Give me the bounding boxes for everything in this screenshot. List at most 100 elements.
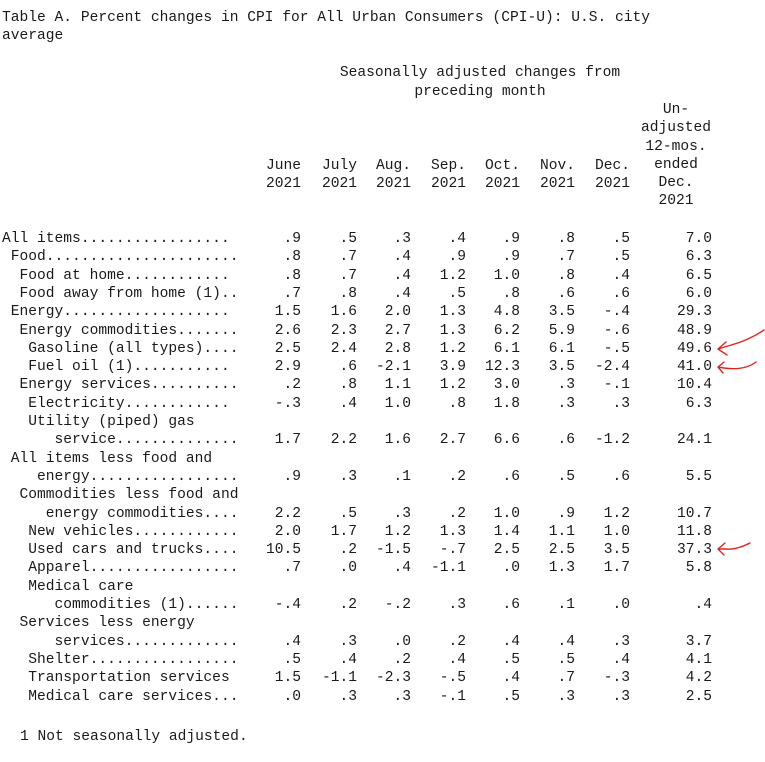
table-cell: 2.3 [330, 322, 357, 339]
table-cell: 1.6 [384, 432, 411, 449]
table-cell: 6.0 [685, 285, 712, 302]
table-cell: .7 [339, 267, 357, 284]
table-cell: .5 [612, 249, 630, 266]
row-label: Energy................... [2, 304, 230, 321]
table-cell: .7 [557, 670, 575, 687]
month-header-5: Nov. 2021 [515, 157, 575, 194]
row-label: Medical care services... [2, 688, 239, 705]
table-cell: -.7 [439, 542, 466, 559]
table-cell: 3.9 [439, 359, 466, 376]
month-header-month: July [321, 158, 357, 174]
table-cell: .5 [339, 231, 357, 247]
table-cell: -.3 [603, 670, 630, 687]
table-cell: .3 [339, 688, 357, 705]
table-cell: 1.7 [330, 523, 357, 540]
table-cell: 2.5 [548, 542, 575, 559]
table-cell: .2 [339, 597, 357, 613]
table-cell: 6.3 [685, 395, 712, 412]
table-cell: .3 [612, 633, 630, 650]
row-label: All items less food and [2, 450, 213, 467]
table-title-line-2: average [2, 28, 64, 44]
table-cell: .6 [502, 468, 520, 485]
table-cell: .9 [283, 231, 301, 247]
row-label: energy................. [2, 468, 239, 485]
table-cell: -2.1 [375, 359, 411, 376]
month-header-month: Oct. [484, 158, 520, 174]
table-cell: .1 [393, 468, 411, 485]
table-cell: -.6 [603, 322, 630, 339]
table-cell: -.5 [439, 670, 466, 687]
table-cell: .8 [339, 285, 357, 302]
table-cell: 11.8 [676, 523, 712, 540]
table-cell: .0 [502, 560, 520, 577]
row-label: service.............. [2, 432, 239, 449]
table-cell: .7 [283, 285, 301, 302]
table-cell: 3.5 [548, 359, 575, 376]
month-header-2: Aug. 2021 [351, 157, 411, 194]
row-label: Used cars and trucks.... [2, 542, 239, 559]
table-cell: 12.3 [484, 359, 520, 376]
table-cell: .2 [448, 633, 466, 650]
table-cell: 1.7 [603, 560, 630, 577]
table-cell: .3 [612, 395, 630, 412]
table-cell: 29.3 [676, 304, 712, 321]
table-cell: .5 [612, 231, 630, 247]
month-header-month: June [265, 158, 301, 174]
table-cell: 1.0 [493, 267, 520, 284]
table-cell: .5 [557, 651, 575, 668]
table-cell: -1.1 [321, 670, 357, 687]
table-cell: .3 [557, 377, 575, 394]
table-cell: .6 [557, 285, 575, 302]
table-cell: .9 [448, 249, 466, 266]
row-label: Energy services.......... [2, 377, 239, 394]
table-cell: .4 [393, 267, 411, 284]
table-cell: 1.8 [493, 395, 520, 412]
table-cell: 3.7 [685, 633, 712, 650]
table-cell: .2 [283, 377, 301, 394]
table-cell: .4 [283, 633, 301, 650]
month-header-year: 2021 [265, 176, 301, 193]
table-cell: 1.3 [439, 523, 466, 540]
table-cell: .9 [283, 468, 301, 485]
unadjusted-header-line: ended [654, 156, 698, 173]
month-header-year: 2021 [484, 176, 520, 193]
table-title-line-1: Table A. Percent changes in CPI for All … [2, 10, 651, 26]
row-label: Electricity............ [2, 395, 230, 412]
unadjusted-header-line: Un- [662, 102, 690, 118]
table-cell: .4 [694, 597, 712, 613]
table-cell: .4 [612, 651, 630, 668]
red-arrow-annotation-1 [717, 361, 757, 374]
table-cell: 37.3 [676, 542, 712, 559]
row-label: Medical care [2, 578, 134, 595]
footnote: 1 Not seasonally adjusted. [20, 729, 248, 745]
table-cell: 6.2 [493, 322, 520, 339]
table-cell: 1.2 [384, 523, 411, 540]
table-cell: .5 [502, 688, 520, 705]
row-label: energy commodities.... [2, 505, 239, 522]
table-cell: .4 [612, 267, 630, 284]
table-cell: 1.3 [439, 304, 466, 321]
table-cell: .8 [339, 377, 357, 394]
table-cell: 1.2 [439, 377, 466, 394]
table-cell: 1.7 [274, 432, 301, 449]
table-cell: -.2 [384, 597, 411, 613]
table-cell: 2.5 [274, 340, 301, 357]
table-cell: .2 [448, 468, 466, 485]
row-label: Gasoline (all types).... [2, 340, 239, 357]
table-cell: .6 [557, 432, 575, 449]
table-cell: 2.7 [439, 432, 466, 449]
row-label: Fuel oil (1)........... [2, 359, 230, 376]
table-cell: .3 [393, 231, 411, 247]
table-cell: .4 [339, 395, 357, 412]
month-header-3: Sep. 2021 [406, 157, 466, 194]
row-label: commodities (1)...... [2, 597, 239, 613]
row-label: Energy commodities....... [2, 322, 239, 339]
table-cell: -1.5 [375, 542, 411, 559]
table-cell: .3 [557, 395, 575, 412]
table-cell: 4.2 [685, 670, 712, 687]
table-cell: 6.3 [685, 249, 712, 266]
month-header-year: 2021 [594, 176, 630, 193]
table-cell: .5 [557, 468, 575, 485]
table-cell: .8 [448, 395, 466, 412]
row-label: Food at home............ [2, 267, 230, 284]
